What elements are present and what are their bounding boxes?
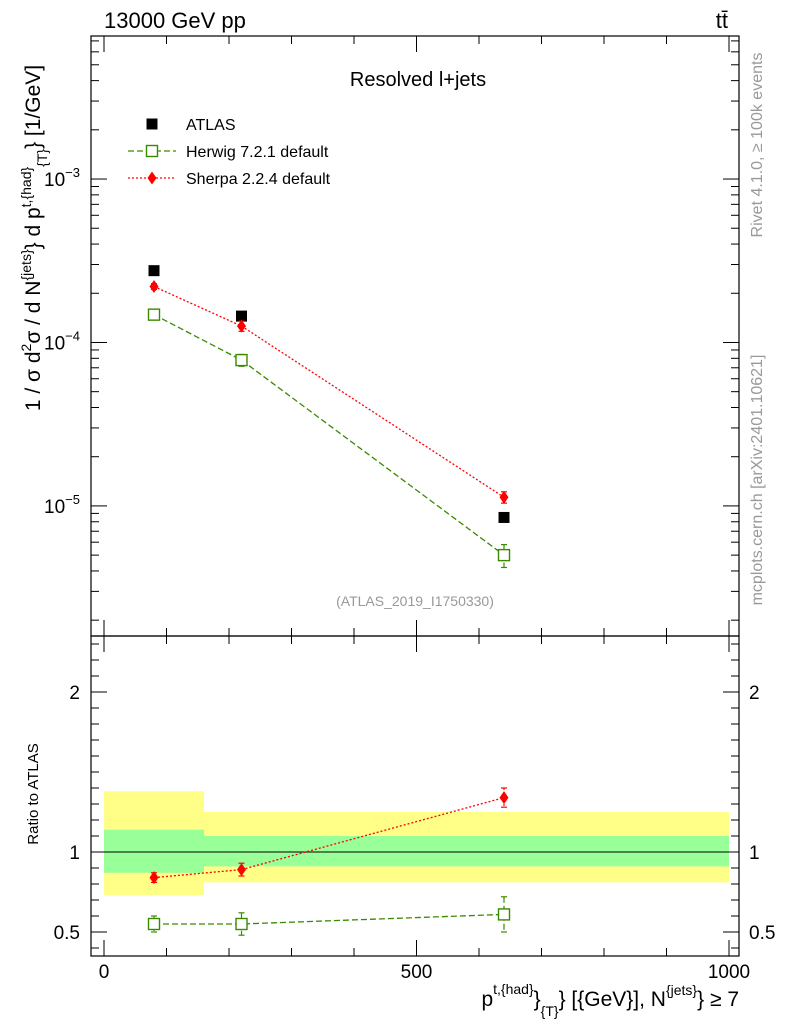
main-herwig-line: [153, 314, 505, 556]
ratio-herwig-point: [147, 917, 161, 931]
main-sherpa-point: [237, 319, 246, 333]
x-axis-label: pt,{had}}{T}} [{GeV}], N{jets}} ≥ 7: [481, 981, 739, 1019]
main-y-axis-label: 1 / σ d2σ / d N{jets}} d pt,{had}{T}} [1…: [18, 65, 50, 411]
ratio-uncertainty-bands: [104, 791, 729, 896]
main-y-tick-label: 10−4: [44, 328, 80, 354]
x-tick-label: 500: [401, 962, 433, 983]
main-data-series: [147, 265, 511, 569]
legend: ATLAS Herwig 7.2.1 default Sherpa 2.2.4 de…: [128, 117, 331, 188]
ratio-data-series: [147, 787, 511, 936]
legend-label-sherpa: Sherpa 2.2.4 default: [186, 171, 331, 188]
ratio-sherpa-line: [153, 796, 505, 879]
legend-item-herwig: Herwig 7.2.1 default: [128, 144, 329, 161]
main-axis-ticks: [91, 36, 739, 636]
ratio-sherpa-point: [149, 871, 159, 885]
ratio-herwig-point: [235, 917, 248, 931]
ratio-sherpa-point: [499, 791, 509, 805]
main-y-tick-label: 10−3: [44, 165, 80, 191]
main-atlas-point: [236, 310, 247, 322]
ratio-y-axis-label: Ratio to ATLAS: [25, 743, 42, 844]
main-atlas-point: [148, 265, 160, 277]
ratio-sherpa-point: [237, 863, 246, 877]
legend-marker-sherpa: [147, 171, 157, 185]
main-series-atlas: [148, 265, 510, 523]
main-herwig-point: [235, 353, 248, 367]
ratio-y-tick-label: 1: [69, 843, 80, 864]
stat-uncertainty-band: [204, 836, 729, 867]
ratio-herwig-line: [154, 913, 505, 925]
ratio-series-sherpa: [149, 787, 509, 885]
legend-label-herwig: Herwig 7.2.1 default: [186, 144, 329, 161]
ratio-x-tick-labels: 0 500 1000: [99, 962, 750, 983]
main-sherpa-point: [499, 490, 509, 504]
main-y-tick-labels: 10−3 10−4 10−5: [44, 165, 80, 518]
mcplots-reference-label: mcplots.cern.ch [arXiv:2401.10621]: [749, 355, 766, 606]
ratio-y-tick-label-right: 0.5: [749, 923, 775, 944]
main-plot-title: Resolved l+jets: [350, 69, 486, 91]
legend-item-atlas: ATLAS: [146, 117, 236, 134]
ratio-series-herwig: [147, 896, 511, 936]
stat-uncertainty-band: [104, 829, 204, 873]
x-tick-label: 0: [99, 962, 110, 983]
main-sherpa-point: [149, 280, 159, 294]
ratio-herwig-point: [497, 908, 511, 921]
ratio-y-tick-label-right: 2: [749, 683, 760, 704]
rivet-version-label: Rivet 4.1.0, ≥ 100k events: [749, 53, 766, 238]
analysis-id-label: (ATLAS_2019_I1750330): [336, 593, 494, 609]
legend-marker-herwig: [145, 144, 159, 158]
collision-energy-label: 13000 GeV pp: [104, 8, 246, 33]
process-label: tt̄: [716, 8, 728, 33]
ratio-y-tick-label-right: 1: [749, 843, 760, 864]
main-herwig-point: [497, 548, 511, 562]
main-atlas-point: [498, 511, 510, 523]
ratio-plot-frame: [90, 635, 740, 957]
main-herwig-point: [147, 308, 161, 321]
main-sherpa-line: [153, 285, 505, 498]
legend-marker-atlas: [146, 118, 158, 130]
legend-item-sherpa: Sherpa 2.2.4 default: [128, 171, 331, 188]
ratio-y-tick-label: 0.5: [54, 923, 80, 944]
ratio-plot-panel: 0.5 0.5 1 1 2 2 0 500 1000 Ratio to ATLAS pt,{h…: [25, 635, 776, 1019]
main-series-sherpa: [149, 280, 509, 504]
legend-label-atlas: ATLAS: [186, 117, 236, 134]
main-series-herwig: [147, 308, 511, 569]
x-tick-label: 1000: [708, 962, 750, 983]
ratio-y-tick-labels: 0.5 0.5 1 1 2 2: [54, 683, 776, 944]
main-plot-panel: 10−3 10−4 10−5 Resolved l+jets ATLAS Herwig…: [18, 35, 740, 637]
main-y-tick-label: 10−5: [44, 492, 80, 518]
ratio-y-tick-label: 2: [69, 683, 80, 704]
ratio-axis-ticks: [91, 636, 739, 956]
